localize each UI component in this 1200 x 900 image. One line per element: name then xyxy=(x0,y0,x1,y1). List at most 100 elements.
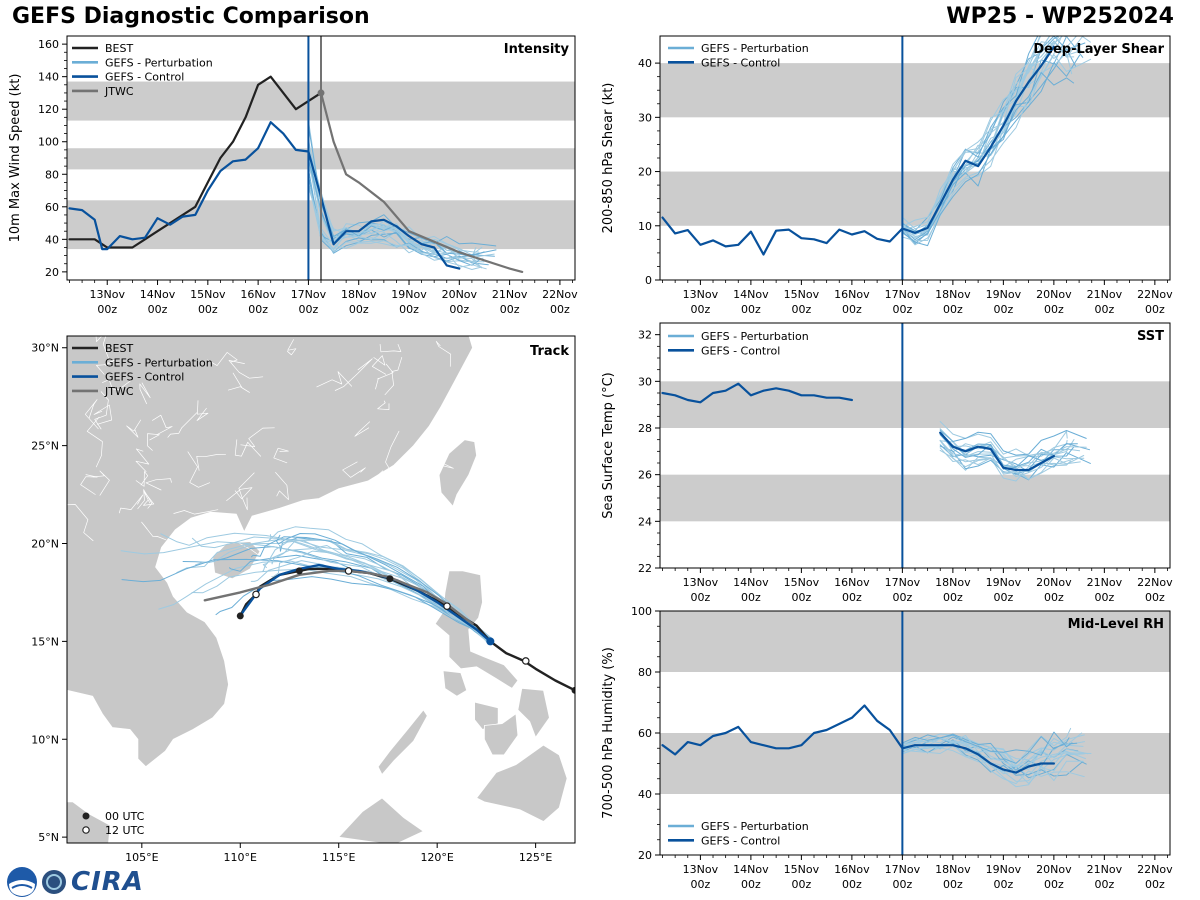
rh-xtick-label: 14Nov xyxy=(733,863,769,876)
intensity-xtick-label: 13Nov xyxy=(90,288,126,301)
intensity-xtick-sublabel: 00z xyxy=(148,303,168,316)
rh-frame xyxy=(659,610,1171,856)
shear-legend-label: GEFS - Perturbation xyxy=(701,42,809,55)
intensity-ytick-label: 20 xyxy=(45,266,59,279)
track-boundary-line xyxy=(67,504,94,542)
track-xtick-label: 105°E xyxy=(125,851,158,864)
intensity-legend-label: BEST xyxy=(105,42,133,55)
track-boundary-line xyxy=(80,474,98,495)
shear-xtick-sublabel: 00z xyxy=(791,303,811,316)
track-xtick-label: 110°E xyxy=(224,851,257,864)
sst-xtick-label: 22Nov xyxy=(1137,576,1173,589)
rh-xtick-sublabel: 00z xyxy=(993,878,1013,891)
shear-xtick-sublabel: 00z xyxy=(842,303,862,316)
intensity-legend-label: GEFS - Perturbation xyxy=(105,56,213,69)
track-boundary-line xyxy=(415,486,440,500)
intensity-xtick-label: 20Nov xyxy=(442,288,478,301)
track-boundary-line xyxy=(93,404,113,425)
shear-xtick-label: 18Nov xyxy=(935,288,971,301)
track-boundary-line xyxy=(435,341,452,367)
track-boundary-line xyxy=(350,470,384,510)
land-negros-cebu xyxy=(483,713,519,756)
shear-perturbation-line xyxy=(901,36,1042,227)
track-boundary-line xyxy=(86,416,103,468)
rh-xtick-sublabel: 00z xyxy=(943,878,963,891)
rh-xtick-label: 16Nov xyxy=(834,863,870,876)
land-taiwan xyxy=(438,439,478,508)
intensity-ytick-label: 100 xyxy=(38,136,59,149)
rh-xtick-sublabel: 00z xyxy=(1145,878,1165,891)
intensity-xtick-label: 18Nov xyxy=(341,288,377,301)
land-malaya xyxy=(67,801,111,843)
sst-perturbation-line xyxy=(939,440,1085,478)
sst-xtick-sublabel: 00z xyxy=(741,591,761,604)
sst-xtick-label: 17Nov xyxy=(885,576,921,589)
intensity-ytick-label: 80 xyxy=(45,168,59,181)
track-perturbation-line xyxy=(215,576,492,644)
sst-band-1 xyxy=(660,381,1170,428)
track-boundary-line xyxy=(273,447,289,464)
land-samar xyxy=(517,687,550,739)
rh-xtick-label: 19Nov xyxy=(986,863,1022,876)
sst-title: SST xyxy=(1137,329,1164,344)
sst-xtick-label: 16Nov xyxy=(834,576,870,589)
track-boundary-line xyxy=(152,414,173,436)
shear-xtick-label: 16Nov xyxy=(834,288,870,301)
track-legend-label: BEST xyxy=(105,342,133,355)
rh-xtick-sublabel: 00z xyxy=(892,878,912,891)
shear-xtick-label: 20Nov xyxy=(1036,288,1072,301)
sst-ytick-label: 28 xyxy=(638,422,652,435)
track-xtick-label: 115°E xyxy=(322,851,355,864)
sst-legend-label: GEFS - Perturbation xyxy=(701,330,809,343)
rh-ytick-label: 80 xyxy=(638,666,652,679)
intensity-ytick-label: 160 xyxy=(38,38,59,51)
track-boundary-line xyxy=(354,421,371,437)
sst-ytick-label: 30 xyxy=(638,375,652,388)
intensity-ylabel: 10m Max Wind Speed (kt) xyxy=(8,74,23,243)
track-boundary-line xyxy=(377,400,390,410)
intensity-xtick-label: 15Nov xyxy=(190,288,226,301)
track-boundary-line xyxy=(187,451,211,488)
sst-control-line xyxy=(939,431,1056,472)
rh-xtick-sublabel: 00z xyxy=(842,878,862,891)
shear-xtick-label: 19Nov xyxy=(986,288,1022,301)
sst-xtick-sublabel: 00z xyxy=(842,591,862,604)
sst-xtick-sublabel: 00z xyxy=(993,591,1013,604)
rh-xtick-label: 17Nov xyxy=(885,863,921,876)
sst-xtick-sublabel: 00z xyxy=(892,591,912,604)
track-point-00utc xyxy=(571,686,575,694)
intensity-title: Intensity xyxy=(504,42,570,57)
track-boundary-line xyxy=(147,433,160,451)
sst-ytick-label: 26 xyxy=(638,469,652,482)
track-boundary-line xyxy=(433,443,453,455)
rh-perturbation-line xyxy=(901,745,1084,788)
land-palawan xyxy=(377,709,428,776)
rh-xtick-label: 13Nov xyxy=(683,863,719,876)
track-boundary-line xyxy=(316,371,353,388)
track-perturbation-line xyxy=(182,546,492,641)
intensity-xtick-label: 17Nov xyxy=(291,288,327,301)
shear-band-1 xyxy=(660,63,1170,118)
shear-control-line xyxy=(661,45,1056,256)
storm-title: WP25 - WP252024 xyxy=(946,4,1174,29)
track-boundary-line xyxy=(143,490,155,506)
shear-ytick-label: 40 xyxy=(638,57,652,70)
track-point-12utc xyxy=(521,657,530,665)
intensity-xtick-sublabel: 00z xyxy=(550,303,570,316)
track-boundary-line xyxy=(385,430,408,477)
track-point-12utc xyxy=(344,567,353,575)
intensity-ytick-label: 140 xyxy=(38,71,59,84)
track-boundary-line xyxy=(342,461,366,478)
shear-ytick-label: 0 xyxy=(645,274,652,287)
track-boundary-line xyxy=(94,391,109,430)
shear-perturbation-line xyxy=(901,54,1092,242)
rh-xtick-label: 20Nov xyxy=(1036,863,1072,876)
rh-xtick-sublabel: 00z xyxy=(1044,878,1064,891)
land-borneo xyxy=(337,797,425,843)
intensity-control-line xyxy=(68,121,461,270)
intensity-ytick-label: 60 xyxy=(45,201,59,214)
shear-xtick-sublabel: 00z xyxy=(943,303,963,316)
shear-xtick-sublabel: 00z xyxy=(1094,303,1114,316)
track-boundary-line xyxy=(422,460,454,469)
track-legend-12utc-marker xyxy=(82,826,90,834)
